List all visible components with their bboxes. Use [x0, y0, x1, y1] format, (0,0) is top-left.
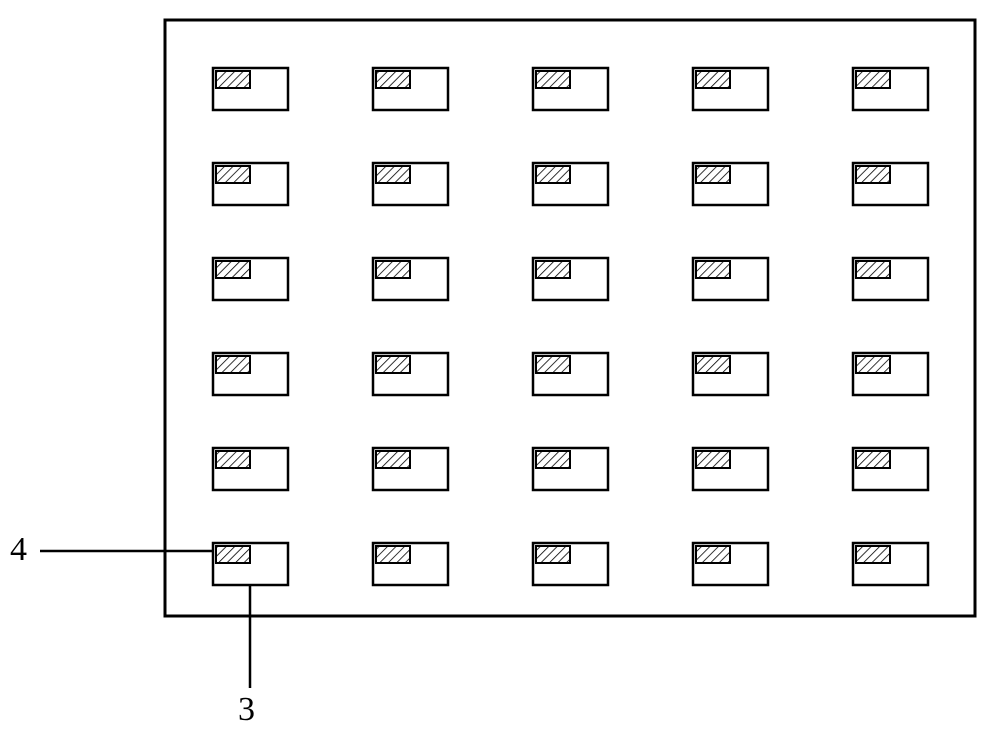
grid-cell-inset — [376, 71, 410, 88]
grid-cell-inset — [376, 451, 410, 468]
grid-cell-inset — [536, 261, 570, 278]
grid-cell-inset — [376, 166, 410, 183]
grid-cell-inset — [376, 261, 410, 278]
grid-cell-inset — [376, 356, 410, 373]
grid-cell-inset — [216, 166, 250, 183]
grid-cell-inset — [696, 71, 730, 88]
grid-cell-inset — [856, 71, 890, 88]
grid-cell-inset — [216, 71, 250, 88]
grid-cell-inset — [696, 261, 730, 278]
grid-cell-inset — [696, 546, 730, 563]
grid-cell-inset — [536, 71, 570, 88]
grid-cell-inset — [856, 261, 890, 278]
callout-label: 3 — [238, 691, 255, 728]
diagram-canvas: 43 — [0, 0, 1000, 729]
grid-cell-inset — [216, 451, 250, 468]
grid-cell-inset — [216, 356, 250, 373]
grid-cell-inset — [216, 546, 250, 563]
grid-cell-inset — [536, 546, 570, 563]
grid-cell-inset — [856, 356, 890, 373]
grid-cell-inset — [376, 546, 410, 563]
grid-cell-inset — [536, 451, 570, 468]
callout-label: 4 — [10, 531, 27, 568]
grid-cell-inset — [536, 166, 570, 183]
grid-cell-inset — [856, 546, 890, 563]
grid-cell-inset — [856, 166, 890, 183]
grid-cell-inset — [696, 356, 730, 373]
grid-cell-inset — [696, 166, 730, 183]
grid-cell-inset — [216, 261, 250, 278]
grid-cell-inset — [696, 451, 730, 468]
background — [0, 0, 1000, 729]
grid-cell-inset — [856, 451, 890, 468]
grid-cell-inset — [536, 356, 570, 373]
